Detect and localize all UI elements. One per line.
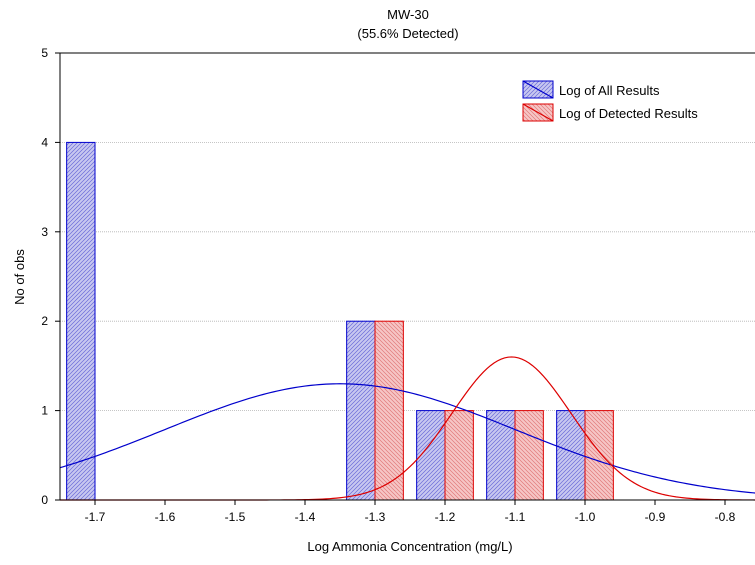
histogram-bar: [374, 320, 404, 501]
chart-title: MW-30: [387, 7, 429, 22]
x-tick-label: -1.3: [365, 510, 386, 524]
y-axis-title: No of obs: [12, 249, 27, 305]
x-tick-label: -0.9: [645, 510, 666, 524]
legend-item-all-results: Log of All Results: [522, 80, 660, 99]
histogram-bar: [584, 410, 614, 501]
plot-frame: [59, 52, 755, 501]
legend-label-detected-results: Log of Detected Results: [559, 106, 698, 121]
x-tick-label: -1.5: [225, 510, 246, 524]
y-tick-label: 4: [41, 135, 48, 149]
x-tick-label: -1.6: [155, 510, 176, 524]
histogram-bar: [346, 320, 376, 501]
legend-item-detected-results: Log of Detected Results: [522, 103, 698, 122]
histogram-bars: [66, 141, 614, 501]
histogram-bar: [486, 410, 516, 501]
gridlines: [60, 141, 755, 412]
histogram-bar: [514, 410, 544, 501]
y-axis: 0 1 2 3 4 5: [41, 46, 60, 507]
x-tick-label: -0.8: [715, 510, 736, 524]
legend-label-all-results: Log of All Results: [559, 83, 660, 98]
y-tick-label: 2: [41, 314, 48, 328]
normal-fit-curves: [59, 356, 755, 501]
normal-fit-curve: [59, 383, 755, 494]
y-tick-label: 0: [41, 493, 48, 507]
y-tick-label: 1: [41, 404, 48, 418]
y-tick-label: 5: [41, 46, 48, 60]
histogram-bar: [66, 141, 96, 501]
x-tick-label: -1.0: [575, 510, 596, 524]
x-tick-label: -1.4: [295, 510, 316, 524]
x-axis-title: Log Ammonia Concentration (mg/L): [307, 539, 512, 554]
legend-line-detected-results: [522, 103, 554, 122]
chart-subtitle: (55.6% Detected): [357, 26, 458, 41]
x-tick-label: -1.1: [505, 510, 526, 524]
y-tick-label: 3: [41, 225, 48, 239]
legend-line-all-results: [522, 80, 554, 99]
x-tick-label: -1.2: [435, 510, 456, 524]
histogram-bar: [444, 410, 474, 501]
x-axis: -1.7 -1.6 -1.5 -1.4 -1.3 -1.2 -1.1 -1.0 -0.9 -0.8: [85, 500, 736, 524]
x-tick-label: -1.7: [85, 510, 106, 524]
legend: Log of All Results Log of Detected Resul…: [522, 80, 698, 122]
normal-fit-curve: [60, 356, 755, 501]
